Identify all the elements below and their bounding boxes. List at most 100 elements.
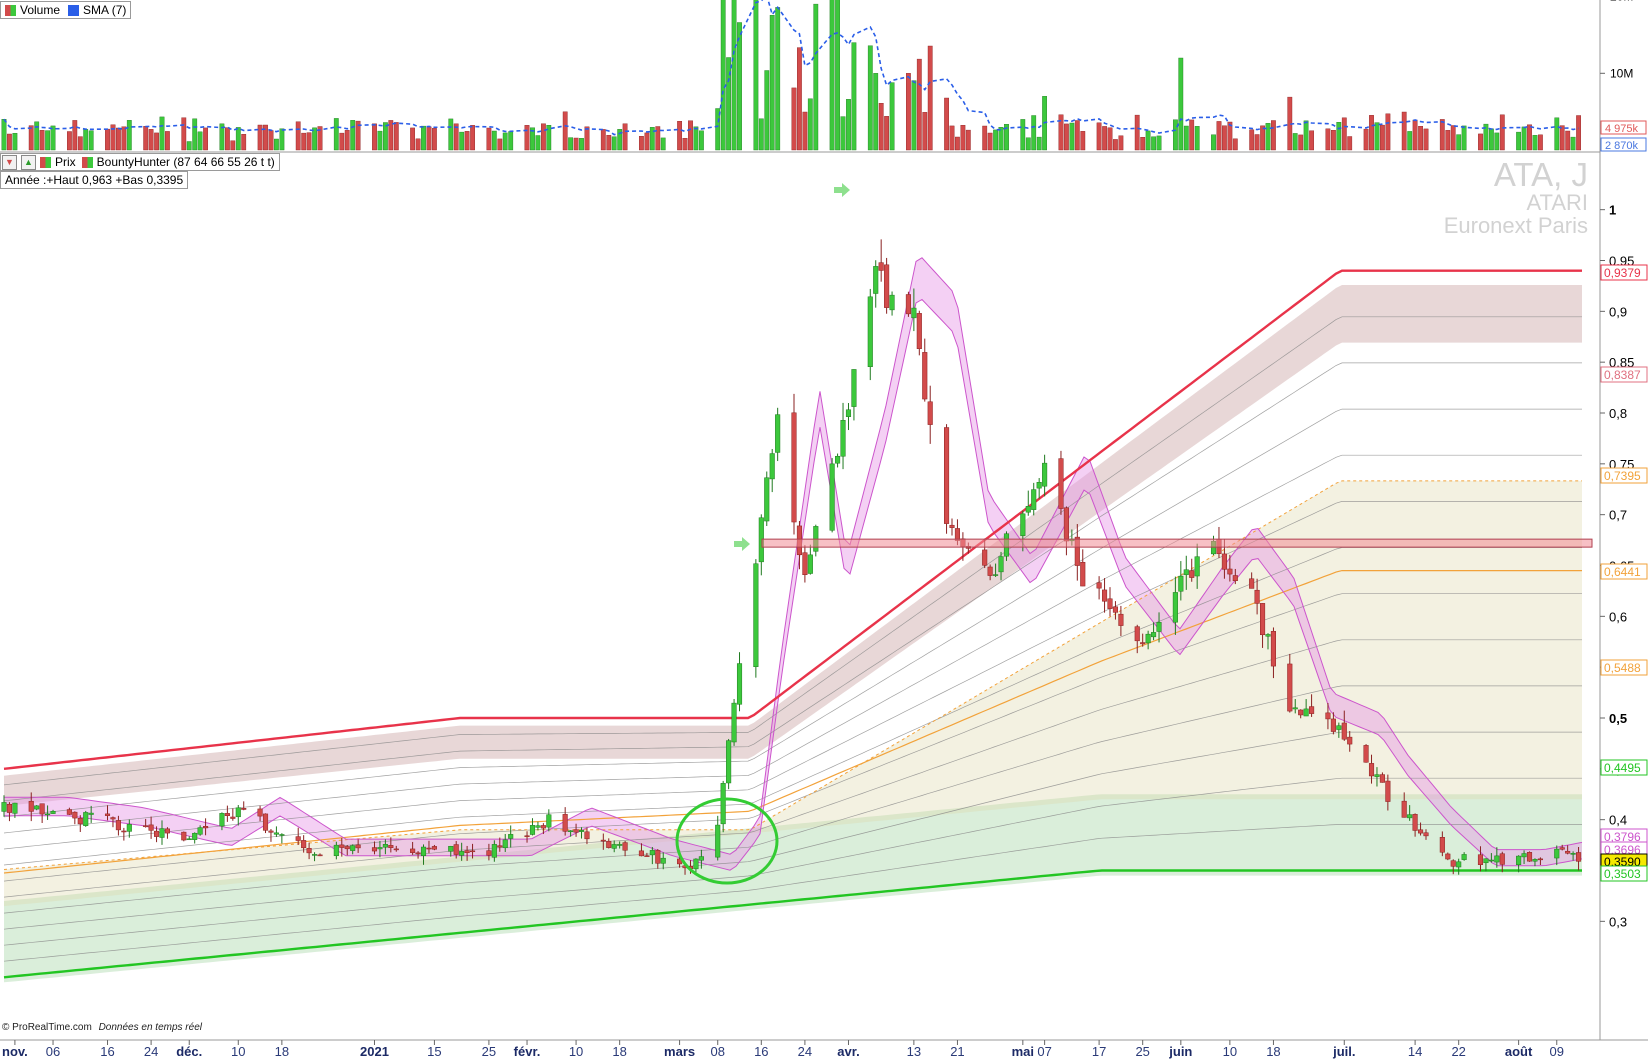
candle-body <box>279 834 285 836</box>
volume-bar <box>1478 133 1483 151</box>
volume-bar <box>982 125 988 151</box>
volume-bar <box>1036 136 1042 151</box>
volume-bar <box>148 129 154 151</box>
volume-bar <box>1303 120 1309 151</box>
volume-bar <box>1576 115 1582 151</box>
volume-bar <box>34 121 40 151</box>
candle-body <box>66 809 72 815</box>
time-tick-label: 24 <box>144 1044 158 1059</box>
candle-body <box>464 850 470 853</box>
time-tick-label: août <box>1505 1044 1533 1059</box>
bounty-band-line <box>3 316 1582 786</box>
volume-bar <box>867 45 873 151</box>
volume-bar <box>317 126 323 151</box>
up-arrow-icon[interactable]: ▲ <box>21 154 36 170</box>
candle-body <box>1526 852 1533 862</box>
volume-bar <box>1074 120 1080 151</box>
volume-bar <box>1494 132 1500 151</box>
candle-body <box>546 814 552 828</box>
price-tick-label: 0,8 <box>1609 406 1627 421</box>
candle-body <box>333 844 339 857</box>
candle-body <box>649 850 655 856</box>
volume-bar <box>829 0 835 151</box>
candle-body <box>1249 578 1255 589</box>
candle-body <box>660 857 666 864</box>
volume-value-label: 2 870k <box>1605 140 1639 152</box>
candle-body <box>1456 861 1462 868</box>
volume-bar <box>758 118 764 151</box>
bounty-band-line <box>3 824 1582 962</box>
price-tick-label: 0,7 <box>1609 508 1627 523</box>
volume-bar <box>916 58 922 151</box>
candle-body <box>83 812 89 826</box>
bounty-hunter-bands <box>3 257 1583 983</box>
volume-bar <box>344 130 350 151</box>
candle-body <box>110 817 116 820</box>
volume-bar <box>1063 123 1069 151</box>
candle-body <box>753 563 759 668</box>
candle-body <box>584 831 590 840</box>
volume-bar <box>1407 131 1413 151</box>
volume-bar <box>1423 128 1429 151</box>
lower-green-band <box>4 794 1582 983</box>
price-tick-label: 0,3 <box>1609 914 1627 929</box>
candle-body <box>317 854 323 857</box>
price-value-label: 0,6441 <box>1604 565 1641 579</box>
volume-bar <box>312 127 317 151</box>
footer-note: Données en temps réel <box>98 1022 202 1033</box>
volume-bar <box>546 124 552 151</box>
highlight-circle <box>675 797 779 885</box>
volume-bar <box>960 124 966 151</box>
green-trend-line <box>3 869 1582 979</box>
volume-bar <box>737 22 742 151</box>
price-value-label: 0,8387 <box>1604 368 1641 382</box>
candle-body <box>1298 709 1304 716</box>
price-tick-label: 0,4 <box>1609 813 1627 828</box>
upper-red-band <box>4 285 1582 806</box>
price-legend[interactable]: ▼ ▲ Prix BountyHunter (87 64 66 55 26 t … <box>0 153 280 171</box>
volume-bar <box>1554 117 1560 151</box>
price-value-label: 0,7395 <box>1604 469 1641 483</box>
candle-body <box>1232 575 1238 582</box>
time-tick-label: 2021 <box>360 1044 389 1059</box>
candle-body <box>1336 725 1342 730</box>
volume-bar <box>230 140 236 151</box>
volume-bar <box>911 80 917 151</box>
candle-body <box>840 420 846 457</box>
volume-bar <box>1080 131 1086 151</box>
volume-bar <box>301 132 307 151</box>
volume-bar <box>884 116 890 151</box>
price-value-label: 0,3796 <box>1604 830 1641 844</box>
volume-bar <box>1189 119 1195 151</box>
volume-legend[interactable]: Volume SMA (7) <box>0 1 132 19</box>
candle-body <box>1521 853 1527 858</box>
candle-body <box>927 401 933 425</box>
volume-bar <box>993 129 999 151</box>
bounty-band-line <box>3 362 1582 802</box>
candle-body <box>715 824 721 858</box>
candle-body <box>1576 852 1582 862</box>
time-tick-label: juil. <box>1332 1044 1355 1059</box>
volume-bar <box>682 137 688 151</box>
candle-body <box>982 549 988 566</box>
candle-body <box>845 409 852 417</box>
volume-bar <box>1194 126 1200 151</box>
volume-bar <box>72 120 78 151</box>
candle-body <box>1554 848 1560 859</box>
candle-body <box>350 845 356 851</box>
footer: © ProRealTime.com Données en temps réel <box>2 1022 202 1033</box>
volume-tick-label: 10M <box>1610 66 1633 80</box>
down-arrow-icon[interactable]: ▼ <box>2 154 17 170</box>
volume-bar <box>922 112 928 151</box>
bounty-band-line <box>3 777 1582 946</box>
time-tick-label: 25 <box>482 1044 496 1059</box>
candle-body <box>1080 561 1086 587</box>
candle-body <box>775 414 781 453</box>
volume-bar <box>878 102 884 151</box>
candle-body <box>459 851 465 856</box>
candle-body <box>644 855 650 857</box>
volume-bar <box>1069 122 1075 151</box>
price-value-box <box>1600 264 1648 281</box>
time-tick-label: 17 <box>1092 1044 1106 1059</box>
time-tick-label: 18 <box>1266 1044 1280 1059</box>
